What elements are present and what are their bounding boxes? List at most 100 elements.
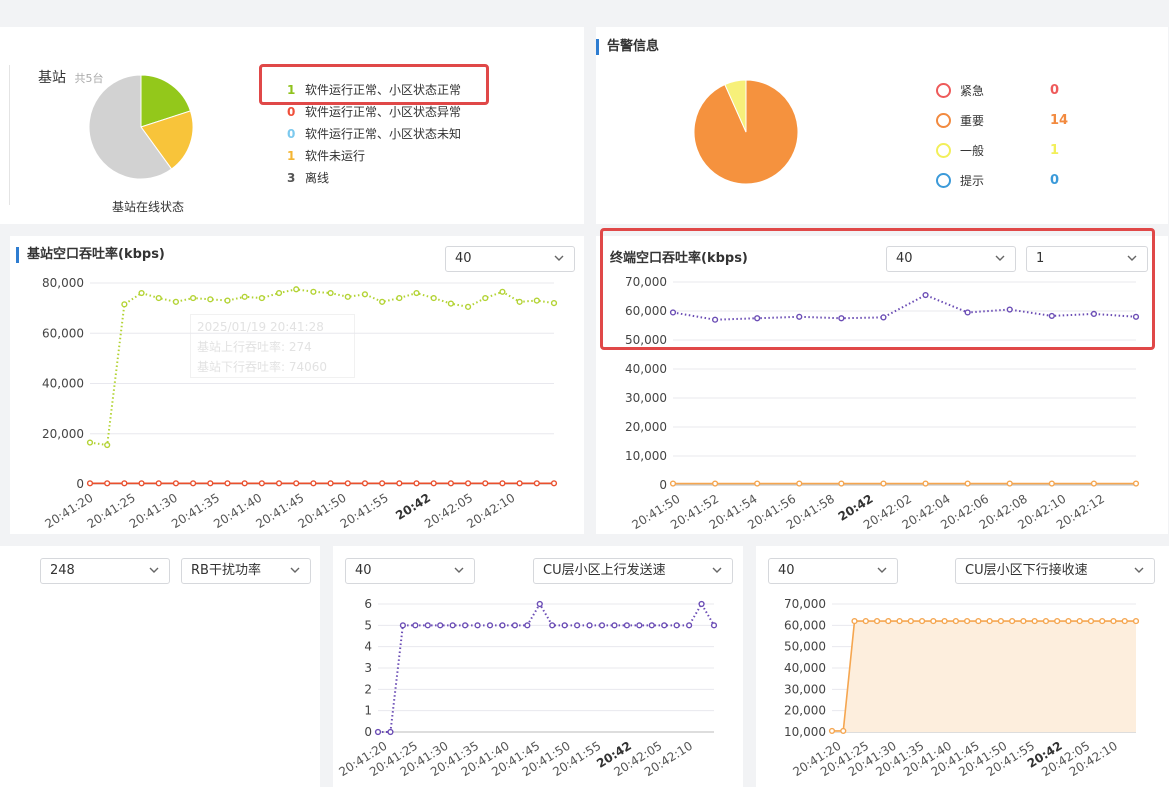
data-point[interactable] [258,480,265,487]
data-point[interactable] [449,622,456,629]
data-point[interactable] [1031,617,1038,625]
data-point[interactable] [361,291,369,298]
data-point[interactable] [327,480,334,487]
data-point[interactable] [155,480,162,487]
data-point[interactable] [550,299,558,307]
cu-downlink-range-select[interactable]: 40 [768,558,898,584]
data-point[interactable] [1132,313,1140,320]
data-point[interactable] [293,480,300,487]
data-point[interactable] [1009,617,1016,625]
data-point[interactable] [424,622,431,629]
data-point[interactable] [396,294,403,302]
cu-uplink-range-select[interactable]: 40 [345,558,475,584]
data-point[interactable] [499,622,506,629]
data-point[interactable] [437,622,444,629]
data-point[interactable] [1090,310,1098,318]
data-point[interactable] [838,315,845,322]
data-point[interactable] [964,617,971,625]
data-point[interactable] [310,480,317,487]
data-point[interactable] [275,289,283,297]
data-point[interactable] [952,617,959,625]
data-point[interactable] [1110,617,1117,625]
data-point[interactable] [922,480,929,487]
data-point[interactable] [344,293,351,300]
data-point[interactable] [896,617,903,625]
data-point[interactable] [636,622,643,629]
data-point[interactable] [344,480,351,487]
data-point[interactable] [387,728,394,736]
data-point[interactable] [1076,617,1083,625]
data-point[interactable] [862,617,869,625]
data-point[interactable] [104,441,111,449]
data-point[interactable] [464,303,472,310]
data-point[interactable] [1132,617,1140,625]
data-point[interactable] [361,480,369,487]
data-point[interactable] [686,622,693,629]
data-point[interactable] [207,480,214,487]
data-point[interactable] [851,617,858,625]
data-point[interactable] [464,480,472,487]
data-point[interactable] [918,617,926,625]
data-point[interactable] [399,622,406,629]
data-point[interactable] [224,480,231,487]
data-point[interactable] [880,480,887,487]
data-point[interactable] [1099,617,1106,625]
data-point[interactable] [190,480,197,487]
data-point[interactable] [447,300,454,307]
data-point[interactable] [155,294,162,302]
data-point[interactable] [413,480,420,487]
data-point[interactable] [1054,617,1061,625]
data-point[interactable] [1132,480,1140,487]
data-point[interactable] [533,297,540,304]
data-point[interactable] [379,298,386,305]
cu-downlink-metric-select[interactable]: CU层小区下行接收速 [955,558,1155,584]
data-point[interactable] [838,480,845,487]
data-point[interactable] [1042,617,1050,625]
data-point[interactable] [648,622,655,629]
data-point[interactable] [1090,480,1098,487]
data-point[interactable] [796,480,803,487]
data-point[interactable] [828,727,836,735]
data-point[interactable] [430,480,437,487]
pie-slice[interactable] [140,110,194,170]
data-point[interactable] [1065,617,1072,625]
data-point[interactable] [1006,480,1013,487]
data-point[interactable] [964,309,971,316]
data-point[interactable] [975,617,982,625]
data-point[interactable] [669,480,677,487]
data-point[interactable] [275,480,283,487]
cu-uplink-metric-select[interactable]: CU层小区上行发送速 [533,558,733,584]
data-point[interactable] [482,480,489,487]
data-point[interactable] [190,294,197,302]
data-point[interactable] [121,480,128,487]
data-point[interactable] [462,622,469,629]
data-point[interactable] [172,480,180,487]
data-point[interactable] [516,298,523,305]
data-point[interactable] [138,480,145,487]
data-point[interactable] [661,622,668,629]
data-point[interactable] [138,289,145,297]
data-point[interactable] [412,622,419,629]
data-point[interactable] [673,622,680,629]
station-throughput-range-select[interactable]: 40 [445,246,575,272]
data-point[interactable] [511,622,518,629]
data-point[interactable] [499,288,506,295]
data-point[interactable] [941,617,948,625]
data-point[interactable] [796,313,803,320]
data-point[interactable] [885,617,892,625]
data-point[interactable] [754,315,761,322]
data-point[interactable] [1048,480,1055,487]
data-point[interactable] [711,480,719,487]
data-point[interactable] [486,622,494,629]
data-point[interactable] [86,439,94,446]
data-point[interactable] [907,617,914,625]
data-point[interactable] [516,480,523,487]
pie-slice[interactable] [724,80,747,133]
data-point[interactable] [1020,617,1027,625]
data-point[interactable] [698,600,705,608]
data-point[interactable] [413,289,420,297]
data-point[interactable] [499,480,506,487]
data-point[interactable] [447,480,454,487]
data-point[interactable] [327,289,334,297]
terminal-throughput-range-select[interactable]: 40 [886,246,1016,272]
